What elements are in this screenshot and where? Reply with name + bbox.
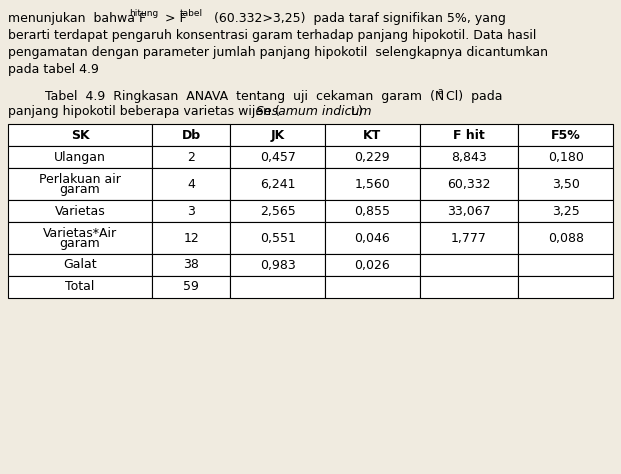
Text: KT: KT	[363, 128, 381, 142]
Bar	[230, 200, 325, 222]
Text: Varietas*Air: Varietas*Air	[43, 227, 117, 239]
Bar	[325, 146, 420, 168]
Bar	[8, 146, 152, 168]
Text: hitung: hitung	[129, 9, 158, 18]
Text: 1,777: 1,777	[451, 231, 487, 245]
Text: menunjukan  bahwa F: menunjukan bahwa F	[8, 12, 146, 25]
Bar	[230, 168, 325, 200]
Bar	[420, 146, 519, 168]
Text: 0,088: 0,088	[548, 231, 584, 245]
Text: a: a	[438, 87, 443, 96]
Bar	[152, 276, 230, 298]
Bar	[519, 200, 613, 222]
Bar	[230, 124, 325, 146]
Bar	[8, 124, 152, 146]
Bar	[420, 222, 519, 254]
Text: panjang hipokotil beberapa varietas wijen (: panjang hipokotil beberapa varietas wije…	[8, 105, 280, 118]
Bar	[325, 124, 420, 146]
Text: 59: 59	[183, 281, 199, 293]
Text: L): L)	[347, 105, 363, 118]
Text: garam: garam	[60, 182, 101, 195]
Text: JK: JK	[271, 128, 284, 142]
Bar	[420, 124, 519, 146]
Text: Galat: Galat	[63, 258, 97, 272]
Bar	[230, 276, 325, 298]
Text: Perlakuan air: Perlakuan air	[39, 173, 121, 185]
Text: pengamatan dengan parameter jumlah panjang hipokotil  selengkapnya dicantumkan: pengamatan dengan parameter jumlah panja…	[8, 46, 548, 59]
Text: 0,046: 0,046	[355, 231, 390, 245]
Bar	[519, 276, 613, 298]
Text: 60,332: 60,332	[447, 177, 491, 191]
Bar	[519, 124, 613, 146]
Text: (60.332>3,25)  pada taraf signifikan 5%, yang: (60.332>3,25) pada taraf signifikan 5%, …	[206, 12, 506, 25]
Text: 33,067: 33,067	[447, 204, 491, 218]
Bar	[152, 168, 230, 200]
Text: 4: 4	[187, 177, 195, 191]
Text: 6,241: 6,241	[260, 177, 296, 191]
Text: 38: 38	[183, 258, 199, 272]
Text: Tabel  4.9  Ringkasan  ANAVA  tentang  uji  cekaman  garam  (N: Tabel 4.9 Ringkasan ANAVA tentang uji ce…	[45, 90, 444, 103]
Bar	[152, 124, 230, 146]
Bar	[8, 168, 152, 200]
Bar	[325, 168, 420, 200]
Text: 0,855: 0,855	[354, 204, 390, 218]
Text: 0,026: 0,026	[355, 258, 390, 272]
Bar	[420, 168, 519, 200]
Text: 8,843: 8,843	[451, 151, 487, 164]
Text: Sesamum indicum: Sesamum indicum	[256, 105, 371, 118]
Text: garam: garam	[60, 237, 101, 249]
Bar	[420, 276, 519, 298]
Text: pada tabel 4.9: pada tabel 4.9	[8, 63, 99, 76]
Text: 0,180: 0,180	[548, 151, 584, 164]
Text: 2,565: 2,565	[260, 204, 296, 218]
Bar	[8, 276, 152, 298]
Bar	[420, 254, 519, 276]
Bar	[152, 254, 230, 276]
Bar	[325, 200, 420, 222]
Text: 0,457: 0,457	[260, 151, 296, 164]
Text: 1,560: 1,560	[355, 177, 390, 191]
Bar	[519, 222, 613, 254]
Text: 12: 12	[183, 231, 199, 245]
Bar	[152, 200, 230, 222]
Text: tabel: tabel	[180, 9, 203, 18]
Text: 0,551: 0,551	[260, 231, 296, 245]
Bar	[8, 254, 152, 276]
Bar	[152, 146, 230, 168]
Text: 3,50: 3,50	[551, 177, 579, 191]
Bar	[230, 146, 325, 168]
Text: Ulangan: Ulangan	[54, 151, 106, 164]
Text: Cl)  pada: Cl) pada	[446, 90, 502, 103]
Text: 0,229: 0,229	[355, 151, 390, 164]
Text: 3: 3	[187, 204, 195, 218]
Bar	[519, 146, 613, 168]
Text: 3,25: 3,25	[552, 204, 579, 218]
Bar	[420, 200, 519, 222]
Bar	[8, 200, 152, 222]
Text: Total: Total	[65, 281, 95, 293]
Text: 0,983: 0,983	[260, 258, 296, 272]
Bar	[230, 254, 325, 276]
Bar	[152, 222, 230, 254]
Text: > F: > F	[161, 12, 187, 25]
Text: Db: Db	[181, 128, 201, 142]
Bar	[8, 222, 152, 254]
Text: Varietas: Varietas	[55, 204, 106, 218]
Bar	[230, 222, 325, 254]
Bar	[325, 222, 420, 254]
Text: SK: SK	[71, 128, 89, 142]
Text: berarti terdapat pengaruh konsentrasi garam terhadap panjang hipokotil. Data has: berarti terdapat pengaruh konsentrasi ga…	[8, 29, 537, 42]
Bar	[325, 276, 420, 298]
Text: F5%: F5%	[551, 128, 581, 142]
Bar	[519, 168, 613, 200]
Bar	[519, 254, 613, 276]
Bar	[325, 254, 420, 276]
Text: 2: 2	[187, 151, 195, 164]
Text: F hit: F hit	[453, 128, 485, 142]
